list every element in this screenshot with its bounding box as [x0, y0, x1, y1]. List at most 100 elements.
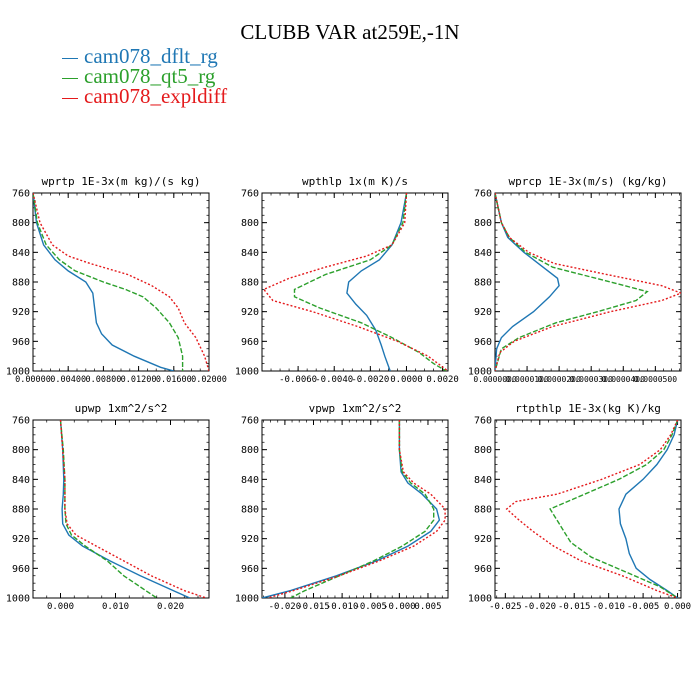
series-line-expldiff: [262, 193, 448, 371]
legend-line: [62, 77, 78, 79]
x-tick-label: -0.0020: [351, 375, 389, 385]
x-tick-label: -0.020: [524, 602, 557, 612]
y-tick-label: 920: [12, 307, 30, 318]
y-tick-label: 960: [474, 337, 492, 348]
panel-frame: [261, 419, 449, 599]
x-tick-label: -0.015: [558, 602, 591, 612]
y-tick-label: 800: [474, 218, 492, 229]
y-tick-label: 960: [12, 337, 30, 348]
y-tick-label: 1000: [468, 594, 492, 605]
y-tick-label: 760: [474, 189, 492, 200]
x-tick-label: -0.005: [354, 602, 387, 612]
series-line-dflt: [495, 193, 560, 371]
y-tick-label: 880: [241, 505, 259, 516]
legend-label: cam078_expldiff: [84, 84, 228, 108]
y-tick-label: 840: [12, 475, 30, 486]
x-tick-label: 0.010: [102, 602, 129, 612]
y-tick-label: 760: [241, 189, 259, 200]
y-tick-label: 800: [241, 445, 259, 456]
y-tick-label: 920: [12, 534, 30, 545]
y-tick-label: 880: [241, 278, 259, 289]
panel-title: wpthlp 1x(m K)/s: [302, 175, 408, 188]
panel-frame: [32, 419, 210, 599]
y-tick-label: 840: [241, 475, 259, 486]
y-tick-label: 960: [474, 564, 492, 575]
x-tick-label: 0.02000: [191, 375, 227, 385]
panel-title: wprcp 1E-3x(m/s) (kg/kg): [509, 175, 668, 188]
y-tick-label: 1000: [235, 367, 259, 378]
x-tick-label: -0.010: [592, 602, 625, 612]
x-tick-label: 0.000: [47, 602, 74, 612]
series-line-qt5: [59, 420, 158, 598]
x-tick-label: 0.0000000: [473, 375, 517, 384]
x-tick-label: 0.0000100: [505, 375, 549, 384]
x-tick-label: -0.025: [489, 602, 522, 612]
y-tick-label: 960: [241, 337, 259, 348]
series-line-qt5: [33, 193, 184, 371]
series-line-expldiff: [267, 420, 446, 598]
y-tick-label: 760: [12, 189, 30, 200]
legend-item-dflt: cam078_dflt_rg: [62, 46, 218, 67]
panel-title: vpwp 1xm^2/s^2: [309, 402, 402, 415]
x-tick-label: 0.01200: [121, 375, 157, 385]
series-line-dflt: [262, 420, 441, 598]
x-tick-label: 0.00400: [50, 375, 86, 385]
y-tick-label: 800: [474, 445, 492, 456]
x-tick-label: 0.000: [664, 602, 691, 612]
series-line-qt5: [293, 193, 447, 371]
x-tick-label: -0.0040: [315, 375, 353, 385]
panel-title: wprtp 1E-3x(m kg)/(s kg): [42, 175, 201, 188]
panel-frame: [261, 192, 449, 372]
x-tick-label: -0.0060: [279, 375, 317, 385]
panel-title: upwp 1xm^2/s^2: [75, 402, 168, 415]
y-tick-label: 880: [12, 505, 30, 516]
series-line-dflt: [346, 193, 408, 371]
series-line-qt5: [290, 420, 435, 598]
series-line-qt5: [495, 193, 649, 371]
x-tick-label: -0.015: [297, 602, 330, 612]
y-tick-label: 800: [12, 445, 30, 456]
x-tick-label: -0.005: [627, 602, 660, 612]
panel-frame: [32, 192, 210, 372]
y-tick-label: 920: [241, 534, 259, 545]
y-tick-label: 800: [12, 218, 30, 229]
x-tick-label: 0.0020: [426, 375, 459, 385]
series-line-expldiff: [505, 420, 679, 598]
legend-item-expldiff: cam078_expldiff: [62, 86, 227, 107]
y-tick-label: 1000: [6, 367, 30, 378]
series-line-expldiff: [495, 193, 681, 371]
y-tick-label: 800: [241, 218, 259, 229]
y-tick-label: 960: [12, 564, 30, 575]
x-tick-label: 0.0000500: [634, 375, 678, 384]
legend-item-qt5: cam078_qt5_rg: [62, 66, 215, 87]
series-line-dflt: [59, 420, 191, 598]
y-tick-label: 920: [474, 307, 492, 318]
legend-line: [62, 57, 78, 59]
series-line-dflt: [33, 193, 174, 371]
y-tick-label: 1000: [468, 367, 492, 378]
panel-frame: [494, 192, 682, 372]
x-tick-label: 0.0000300: [570, 375, 614, 384]
x-tick-label: -0.010: [326, 602, 359, 612]
y-tick-label: 840: [474, 248, 492, 259]
panel-frame: [494, 419, 682, 599]
x-tick-label: 0.01600: [156, 375, 192, 385]
y-tick-label: 1000: [235, 594, 259, 605]
y-tick-label: 880: [474, 505, 492, 516]
series-line-expldiff: [33, 193, 209, 371]
x-tick-label: 0.0000200: [537, 375, 581, 384]
y-tick-label: 760: [12, 416, 30, 427]
legend-label: cam078_qt5_rg: [84, 64, 216, 88]
y-tick-label: 840: [12, 248, 30, 259]
x-tick-label: 0.00000: [15, 375, 51, 385]
x-tick-label: 0.020: [157, 602, 184, 612]
series-line-expldiff: [59, 420, 207, 598]
y-tick-label: 840: [241, 248, 259, 259]
x-tick-label: 0.0000400: [602, 375, 646, 384]
y-tick-label: 920: [241, 307, 259, 318]
y-tick-label: 760: [241, 416, 259, 427]
y-tick-label: 880: [474, 278, 492, 289]
legend-line: [62, 97, 78, 99]
y-tick-label: 960: [241, 564, 259, 575]
